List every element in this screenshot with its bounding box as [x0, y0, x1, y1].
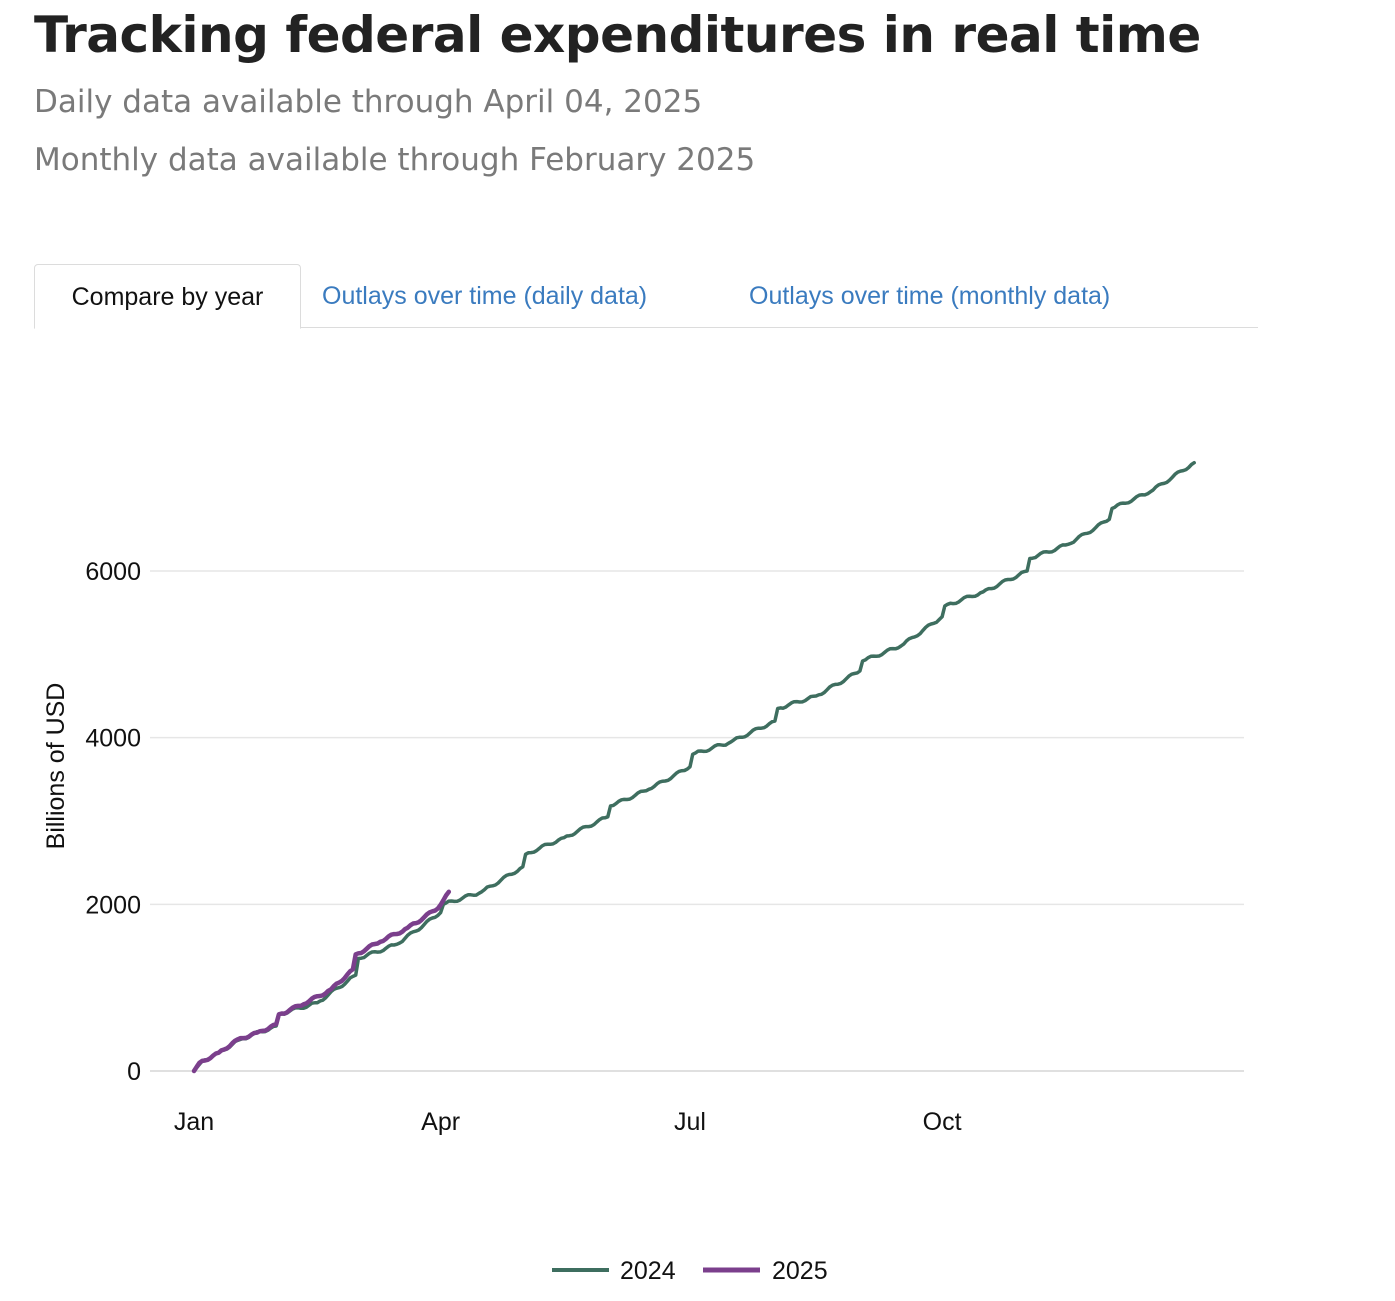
x-tick-label: Jul [674, 1108, 706, 1136]
x-tick-label: Jan [174, 1108, 214, 1136]
legend-label-2025: 2025 [772, 1257, 828, 1285]
page-title: Tracking federal expenditures in real ti… [34, 6, 1201, 64]
y-axis-title: Billions of USD [42, 683, 70, 850]
series-line-2024 [192, 460, 1196, 1073]
series-line-2025 [191, 889, 452, 1074]
y-tick-label: 2000 [85, 891, 141, 919]
tab-outlays-monthly[interactable]: Outlays over time (monthly data) [749, 282, 1111, 310]
legend-label-2024: 2024 [620, 1257, 676, 1285]
y-tick-label: 0 [127, 1058, 141, 1086]
x-tick-label: Apr [421, 1108, 460, 1136]
x-tick-label: Oct [923, 1108, 962, 1136]
tab-compare-by-year[interactable]: Compare by year [34, 264, 301, 329]
tab-outlays-daily[interactable]: Outlays over time (daily data) [322, 282, 648, 310]
monthly-data-note: Monthly data available through February … [34, 142, 756, 178]
y-tick-label: 6000 [85, 558, 141, 586]
tab-bar: Compare by year Outlays over time (daily… [34, 264, 1258, 329]
daily-data-note: Daily data available through April 04, 2… [34, 84, 703, 120]
y-tick-label: 4000 [85, 725, 141, 753]
